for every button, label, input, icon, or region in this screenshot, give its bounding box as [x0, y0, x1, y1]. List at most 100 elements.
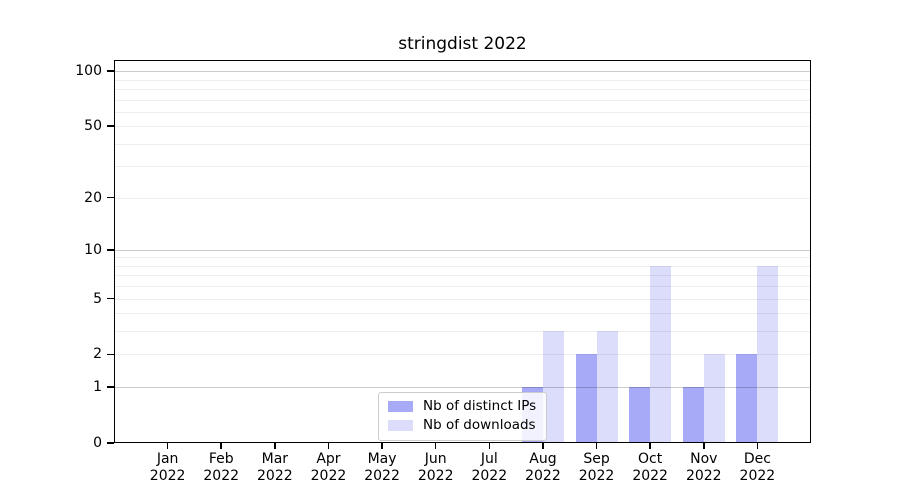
y-axis-tick: [107, 125, 114, 127]
y-tick-label: 1: [93, 379, 102, 396]
x-label-month: Feb: [208, 451, 234, 467]
x-label-month: Dec: [743, 451, 771, 467]
bar-distinct-ips: [575, 354, 597, 443]
y-tick-label: 10: [84, 241, 102, 258]
bar-downloads: [703, 354, 725, 443]
x-axis-tick: [166, 443, 169, 449]
x-label-month: Jul: [480, 451, 498, 467]
x-axis-tick: [649, 443, 651, 449]
gridline-minor: [114, 111, 811, 113]
x-tick-label: Jul 2022: [457, 451, 521, 484]
x-label-month: Aug: [529, 451, 557, 467]
y-axis-tick: [107, 386, 114, 388]
x-label-month: Jan: [156, 451, 179, 467]
bar-downloads: [650, 265, 672, 443]
gridline-minor: [114, 88, 811, 90]
bar-downloads: [542, 331, 564, 443]
y-axis-tick: [107, 353, 114, 356]
chart-title: stringdist 2022: [398, 34, 527, 54]
x-axis-tick: [756, 443, 759, 449]
x-tick-label: Oct 2022: [618, 451, 682, 484]
x-axis-tick: [542, 443, 544, 449]
gridline-minor: [114, 286, 811, 288]
y-axis-tick: [107, 442, 114, 444]
x-label-year: 2022: [525, 467, 561, 484]
legend-label: Nb of distinct IPs: [423, 398, 537, 414]
x-label-month: May: [367, 451, 397, 467]
gridline-minor: [114, 197, 811, 199]
x-label-month: Sep: [583, 451, 610, 467]
x-tick-label: Feb 2022: [189, 451, 253, 484]
x-axis-tick: [434, 443, 437, 449]
gridline-minor: [114, 257, 811, 259]
x-label-year: 2022: [203, 467, 240, 484]
gridline-minor: [114, 126, 811, 128]
x-label-month: Mar: [261, 451, 289, 467]
gridline-minor: [114, 313, 811, 315]
x-tick-label: Dec 2022: [725, 451, 789, 484]
x-label-year: 2022: [257, 467, 293, 484]
x-axis-tick: [274, 443, 276, 449]
x-axis-tick: [327, 443, 330, 449]
y-tick-label: 5: [93, 290, 102, 307]
y-axis-tick: [107, 249, 114, 251]
y-tick-label: 100: [75, 63, 102, 80]
legend-swatch-downloads: [388, 420, 413, 431]
bar-downloads: [757, 265, 779, 443]
x-tick-label: May 2022: [350, 451, 414, 484]
y-axis-tick: [107, 297, 114, 300]
legend-swatch-ips: [388, 401, 413, 412]
x-label-month: Oct: [638, 451, 663, 467]
bar-distinct-ips: [629, 387, 651, 443]
legend: Nb of distinct IPs Nb of downloads: [378, 392, 548, 441]
legend-item-distinct-ips: Nb of distinct IPs: [388, 399, 536, 414]
x-tick-label: Apr 2022: [296, 451, 360, 484]
x-label-year: 2022: [632, 467, 668, 484]
x-label-year: 2022: [578, 467, 615, 484]
gridline-major: [114, 249, 811, 251]
x-axis-tick: [595, 443, 598, 449]
x-label-year: 2022: [739, 467, 776, 484]
x-label-month: Jun: [424, 451, 447, 467]
x-label-year: 2022: [364, 467, 400, 484]
gridline-minor: [114, 265, 811, 267]
y-tick-label: 0: [93, 435, 102, 451]
gridline-minor: [114, 166, 811, 168]
bar-distinct-ips: [682, 387, 704, 443]
gridline-major: [114, 387, 811, 389]
x-tick-label: Sep 2022: [565, 451, 629, 484]
x-axis-tick: [381, 443, 383, 449]
gridline-minor: [114, 99, 811, 101]
y-axis-tick: [107, 196, 114, 199]
gridline-minor: [114, 298, 811, 300]
bar-distinct-ips: [736, 354, 758, 443]
gridline-minor: [114, 331, 811, 333]
y-axis-tick: [107, 70, 114, 72]
x-axis-tick: [220, 443, 222, 449]
gridline-minor: [114, 143, 811, 145]
gridline-minor: [114, 275, 811, 277]
y-tick-label: 2: [93, 346, 102, 363]
x-tick-label: Jun 2022: [404, 451, 468, 484]
x-axis-tick: [703, 443, 705, 449]
x-tick-label: Jan 2022: [136, 451, 200, 484]
x-label-year: 2022: [417, 467, 454, 484]
x-tick-label: Mar 2022: [243, 451, 307, 484]
y-tick-label: 20: [84, 189, 102, 206]
x-tick-label: Nov 2022: [672, 451, 736, 484]
x-label-year: 2022: [310, 467, 347, 484]
x-label-month: Nov: [690, 451, 718, 467]
legend-label: Nb of downloads: [423, 417, 536, 433]
legend-item-downloads: Nb of downloads: [388, 418, 536, 433]
gridline-minor: [114, 354, 811, 356]
x-label-year: 2022: [685, 467, 722, 484]
x-label-year: 2022: [471, 467, 508, 484]
bar-downloads: [596, 331, 618, 443]
x-label-year: 2022: [149, 467, 186, 484]
x-tick-label: Aug 2022: [511, 451, 575, 484]
x-axis-tick: [488, 443, 491, 449]
y-tick-label: 50: [84, 118, 102, 135]
gridline-major: [114, 71, 811, 73]
x-label-month: Apr: [316, 451, 341, 467]
